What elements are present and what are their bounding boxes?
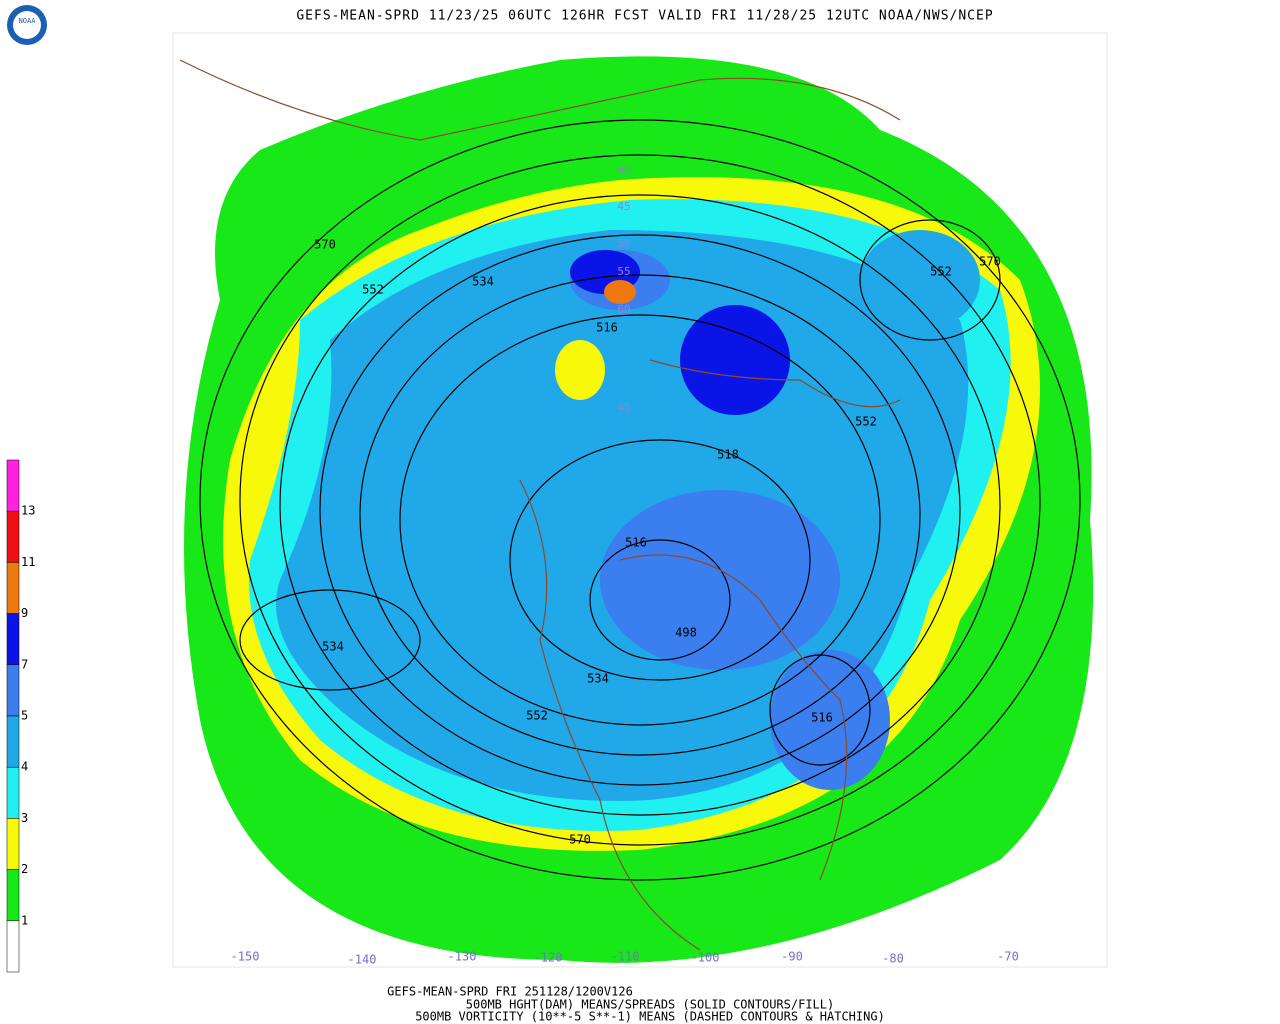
latitude-label: 60 (617, 303, 630, 316)
spread-7 (680, 305, 790, 415)
colorbar-label: 7 (21, 657, 28, 671)
colorbar-label: 11 (21, 555, 35, 569)
longitude-label: -90 (781, 950, 803, 964)
colorbar-label: 3 (21, 811, 28, 825)
colorbar-segment (6, 818, 20, 870)
spread-9 (604, 280, 636, 304)
colorbar-label: 1 (21, 913, 28, 927)
height-contours (199, 119, 1081, 881)
colorbar-segment (6, 715, 20, 768)
colorbar-label: 5 (21, 709, 28, 723)
longitude-label: -150 (231, 950, 260, 964)
contour-label: 516 (596, 321, 618, 335)
contour-label: 570 (979, 255, 1001, 269)
longitude-label: -140 (348, 953, 377, 967)
longitude-label: -120 (534, 951, 563, 965)
spread-5 (770, 650, 890, 790)
spread-5 (600, 490, 840, 670)
contour-label: 570 (569, 833, 591, 847)
coastlines (179, 59, 901, 951)
map-frame (172, 32, 1108, 968)
contour-label: 534 (322, 640, 344, 654)
map (173, 33, 1107, 967)
logo-inner (13, 11, 41, 39)
colorbar-segment (6, 664, 20, 717)
contour-label: 552 (855, 415, 877, 429)
footer-line: 500MB VORTICITY (10**-5 S**-1) MEANS (DA… (415, 1010, 885, 1024)
colorbar-segment (6, 510, 20, 563)
contour-label: 570 (314, 238, 336, 252)
longitude-label: -100 (691, 951, 720, 965)
latitude-label: 50 (617, 237, 630, 250)
colorbar-segment (6, 920, 20, 973)
colorbar-label: 2 (21, 862, 28, 876)
contour-label: 552 (362, 283, 384, 297)
colorbar-segment (6, 766, 20, 819)
longitude-label: -110 (611, 950, 640, 964)
contour-label: 534 (472, 275, 494, 289)
latitude-label: 55 (617, 265, 630, 278)
spread-4 (276, 230, 969, 801)
colorbar-segment (6, 459, 20, 512)
footer-line: GEFS-MEAN-SPRD FRI 251128/1200V126 (387, 985, 633, 999)
colorbar-label: 9 (21, 606, 28, 620)
title: GEFS-MEAN-SPRD 11/23/25 06UTC 126HR FCST… (296, 9, 993, 24)
colorbar-label: 4 (21, 760, 28, 774)
longitude-label: -70 (997, 950, 1019, 964)
longitude-label: -130 (448, 950, 477, 964)
footer-line: 500MB HGHT(DAM) MEANS/SPREADS (SOLID CON… (466, 998, 834, 1012)
colorbar-segment (6, 562, 20, 614)
latitude-label: 45 (617, 401, 630, 414)
contour-label: 552 (930, 265, 952, 279)
contour-label: 534 (587, 672, 609, 686)
colorbar-segment (6, 613, 20, 666)
contour-label: 516 (625, 536, 647, 550)
longitude-label: -80 (882, 952, 904, 966)
contour-label: 498 (675, 626, 697, 640)
colorbar-segment (6, 869, 20, 922)
contour-label: 552 (526, 709, 548, 723)
latitude-label: 40 (617, 163, 630, 176)
spread-2 (555, 340, 605, 400)
contour-label: 518 (717, 448, 739, 462)
spread-4 (860, 230, 980, 330)
contour-label: 516 (811, 711, 833, 725)
logo-text: NOAA (19, 17, 37, 25)
colorbar-label: 13 (21, 504, 35, 518)
latitude-label: 45 (617, 200, 630, 213)
